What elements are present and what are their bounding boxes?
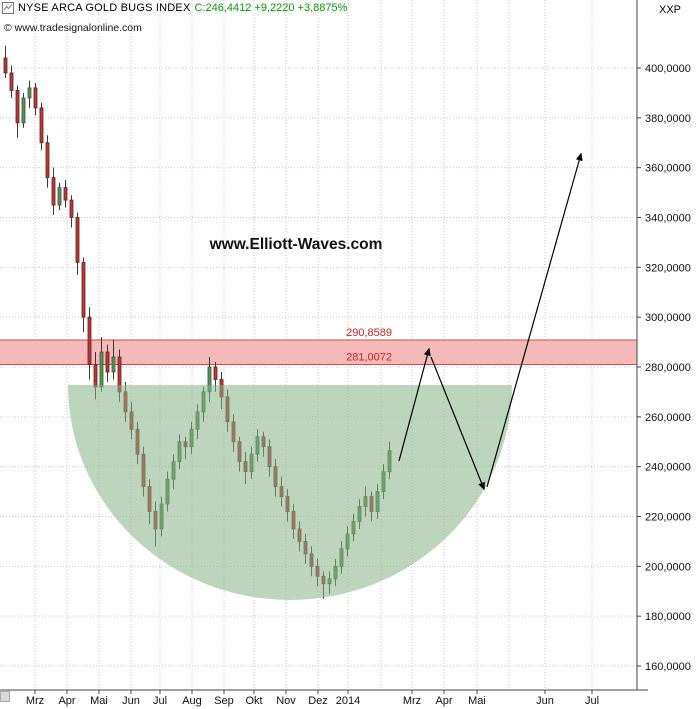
svg-text:340,0000: 340,0000: [645, 213, 691, 225]
forecast-arrow: [486, 152, 583, 488]
scrollbar-corner[interactable]: [0, 691, 10, 702]
forecast-arrow: [398, 347, 431, 462]
svg-text:Aug: Aug: [182, 695, 202, 707]
svg-text:Mai: Mai: [90, 695, 108, 707]
svg-text:Jun: Jun: [122, 695, 140, 707]
title-bar: NYSE ARCA GOLD BUGS INDEX C:246,4412 +9,…: [2, 2, 347, 14]
svg-text:360,0000: 360,0000: [645, 163, 691, 175]
svg-text:Okt: Okt: [245, 695, 262, 707]
x-axis: Mrz Apr Mai Jun Jul Aug Sep Okt Nov Dez 2014 Mrz Apr…: [26, 690, 599, 707]
instrument-title: NYSE ARCA GOLD BUGS INDEX: [18, 2, 191, 14]
svg-text:Dez: Dez: [308, 695, 328, 707]
band-top-label: 290,8589: [346, 327, 392, 339]
svg-text:Sep: Sep: [214, 695, 234, 707]
watermark: www.Elliott-Waves.com: [209, 236, 383, 253]
axis-symbol-label: XXP: [659, 4, 682, 16]
svg-text:Jun: Jun: [536, 695, 554, 707]
chart-window-icon[interactable]: [2, 2, 14, 14]
y-axis: 400,0000 380,0000 360,0000 340,0000 320,0000…: [637, 63, 691, 673]
band-bottom-label: 281,0072: [346, 351, 392, 363]
svg-text:160,0000: 160,0000: [645, 661, 691, 673]
svg-text:280,0000: 280,0000: [645, 362, 691, 374]
svg-text:240,0000: 240,0000: [645, 462, 691, 474]
svg-text:320,0000: 320,0000: [645, 262, 691, 274]
svg-text:2014: 2014: [336, 695, 360, 707]
svg-text:260,0000: 260,0000: [645, 412, 691, 424]
svg-text:Mai: Mai: [468, 695, 486, 707]
svg-text:Jul: Jul: [585, 695, 599, 707]
forecast-arrow: [430, 356, 485, 491]
copyright-label: © www.tradesignalonline.com: [4, 22, 142, 34]
quote-text: C:246,4412 +9,2220 +3,8875%: [194, 2, 348, 14]
svg-text:180,0000: 180,0000: [645, 611, 691, 623]
svg-text:Nov: Nov: [276, 695, 296, 707]
rounded-bottom-overlay: [68, 384, 512, 600]
svg-text:400,0000: 400,0000: [645, 63, 691, 75]
svg-text:Mrz: Mrz: [26, 695, 44, 707]
svg-text:380,0000: 380,0000: [645, 113, 691, 125]
svg-text:Mrz: Mrz: [403, 695, 421, 707]
svg-text:Jul: Jul: [153, 695, 167, 707]
svg-text:Apr: Apr: [435, 695, 452, 707]
svg-text:220,0000: 220,0000: [645, 512, 691, 524]
svg-text:300,0000: 300,0000: [645, 312, 691, 324]
svg-text:200,0000: 200,0000: [645, 561, 691, 573]
svg-text:Apr: Apr: [58, 695, 75, 707]
